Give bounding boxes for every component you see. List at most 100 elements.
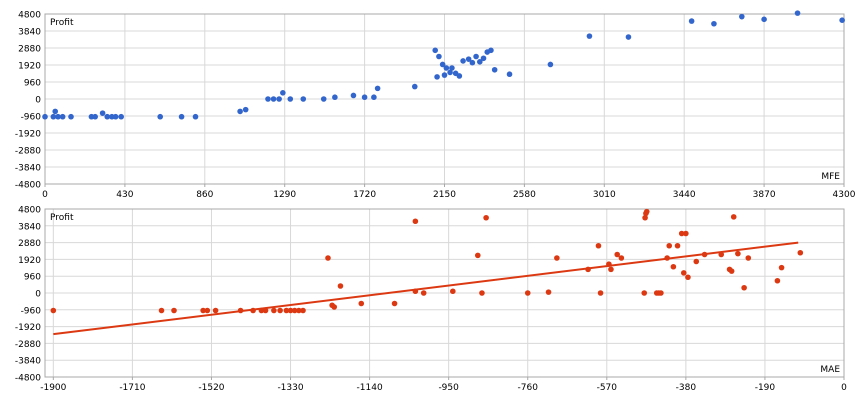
data-point bbox=[473, 53, 479, 60]
data-point bbox=[479, 290, 485, 296]
data-point bbox=[693, 258, 700, 265]
x-tick-label: -760 bbox=[518, 383, 539, 393]
data-point bbox=[614, 251, 621, 258]
data-point bbox=[50, 113, 57, 120]
x-tick-label: -1140 bbox=[357, 383, 383, 393]
x-tick-label: 1290 bbox=[273, 190, 296, 200]
data-point bbox=[291, 307, 298, 314]
data-point bbox=[436, 53, 442, 60]
data-point bbox=[258, 307, 265, 314]
y-tick-label: -2880 bbox=[15, 147, 41, 157]
data-point bbox=[432, 47, 439, 54]
data-point bbox=[434, 74, 440, 80]
data-point bbox=[643, 208, 650, 215]
data-point bbox=[730, 214, 737, 220]
data-point bbox=[618, 255, 625, 261]
data-point bbox=[374, 85, 381, 92]
data-point bbox=[200, 307, 206, 314]
data-point bbox=[242, 106, 249, 113]
data-point bbox=[441, 72, 448, 78]
x-tick-label: 2150 bbox=[433, 190, 456, 200]
data-point bbox=[547, 61, 554, 68]
x-tick-label: -1900 bbox=[40, 383, 66, 393]
data-point bbox=[477, 59, 483, 65]
data-point bbox=[524, 290, 531, 296]
y-tick-label: -3840 bbox=[15, 357, 41, 367]
data-point bbox=[794, 10, 801, 16]
data-point bbox=[839, 17, 845, 23]
data-point bbox=[683, 230, 689, 237]
data-point bbox=[735, 250, 741, 257]
data-point bbox=[701, 251, 708, 258]
data-point bbox=[778, 264, 785, 271]
data-point bbox=[456, 73, 463, 79]
data-point bbox=[483, 214, 489, 221]
data-point bbox=[265, 96, 271, 102]
data-point bbox=[412, 218, 419, 225]
y-tick-label: -4800 bbox=[15, 181, 41, 191]
data-point bbox=[718, 251, 725, 258]
y-tick-label: 1920 bbox=[18, 62, 41, 72]
data-point bbox=[666, 242, 673, 249]
x-tick-label: 860 bbox=[196, 190, 213, 200]
data-point bbox=[92, 113, 98, 120]
x-tick-label: -1330 bbox=[277, 383, 303, 393]
data-point bbox=[641, 290, 648, 296]
x-axis-title: MAE bbox=[820, 365, 840, 375]
y-tick-label: -2880 bbox=[15, 340, 41, 350]
data-point bbox=[449, 65, 455, 71]
data-point bbox=[118, 113, 124, 120]
data-point bbox=[797, 249, 804, 256]
x-tick-label: -1710 bbox=[119, 383, 145, 393]
y-axis-title: Profit bbox=[50, 213, 74, 223]
data-point bbox=[171, 307, 177, 314]
data-point bbox=[277, 307, 283, 314]
x-tick-label: -380 bbox=[676, 383, 697, 393]
data-point bbox=[68, 113, 74, 120]
data-point bbox=[674, 242, 681, 249]
data-point bbox=[300, 96, 307, 102]
data-point bbox=[300, 307, 306, 314]
data-point bbox=[606, 261, 612, 267]
data-point bbox=[204, 307, 211, 314]
mae-chart-panel: 4800 3840 2880 1920 960 0 -960 -1920 -2880 -3840 -… bbox=[15, 206, 847, 394]
data-point bbox=[325, 255, 331, 261]
data-point bbox=[358, 300, 365, 307]
data-point bbox=[625, 34, 632, 40]
data-point bbox=[774, 277, 781, 284]
y-tick-label: 2880 bbox=[18, 239, 41, 249]
data-point bbox=[391, 300, 398, 307]
data-point bbox=[545, 289, 552, 295]
y-tick-label: -1920 bbox=[15, 130, 41, 140]
data-point bbox=[296, 307, 302, 314]
x-tick-label: -570 bbox=[597, 383, 618, 393]
x-tick-label: 0 bbox=[42, 190, 48, 200]
data-point bbox=[439, 61, 446, 68]
data-point bbox=[469, 59, 476, 66]
data-point bbox=[460, 58, 466, 64]
data-point bbox=[447, 69, 453, 76]
plot-frame bbox=[44, 208, 845, 378]
data-point bbox=[491, 66, 498, 73]
data-point bbox=[287, 307, 294, 314]
data-point bbox=[332, 94, 338, 101]
data-point bbox=[158, 307, 165, 314]
y-tick-label: 960 bbox=[24, 273, 41, 283]
x-tick-label: 3010 bbox=[593, 190, 616, 200]
data-point bbox=[361, 94, 368, 101]
data-point bbox=[670, 263, 677, 270]
data-point bbox=[262, 307, 269, 314]
y-tick-label: 0 bbox=[35, 290, 41, 300]
data-point bbox=[597, 290, 604, 296]
data-point bbox=[474, 252, 481, 259]
y-tick-label: 3840 bbox=[18, 222, 41, 232]
data-point bbox=[586, 33, 593, 39]
data-point bbox=[50, 307, 57, 314]
data-point bbox=[287, 96, 294, 102]
x-tick-label: 0 bbox=[841, 383, 847, 393]
data-point bbox=[680, 270, 687, 276]
x-tick-label: 3870 bbox=[753, 190, 776, 200]
data-point bbox=[685, 274, 691, 281]
data-point bbox=[761, 16, 767, 23]
y-tick-label: -3840 bbox=[15, 164, 41, 174]
